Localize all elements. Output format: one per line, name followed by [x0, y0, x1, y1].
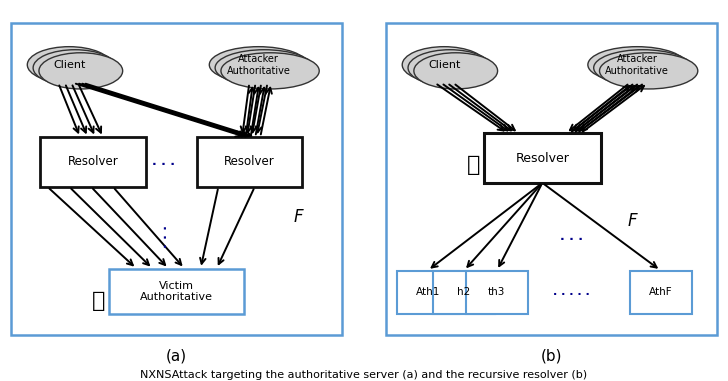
- Text: Attacker
Authoritative: Attacker Authoritative: [605, 54, 669, 75]
- Text: Resolver: Resolver: [68, 155, 118, 168]
- Bar: [386, 23, 717, 335]
- Text: Ath1: Ath1: [416, 287, 440, 298]
- Ellipse shape: [221, 53, 320, 89]
- Text: (a): (a): [166, 349, 187, 364]
- Text: F: F: [293, 208, 304, 226]
- Ellipse shape: [215, 50, 314, 86]
- Text: NXNSAttack targeting the authoritative server (a) and the recursive resolver (b): NXNSAttack targeting the authoritative s…: [141, 370, 587, 380]
- Bar: [11, 23, 342, 335]
- Ellipse shape: [414, 53, 498, 89]
- Text: Resolver: Resolver: [224, 155, 274, 168]
- Bar: [630, 271, 692, 314]
- Ellipse shape: [600, 53, 698, 89]
- Bar: [484, 133, 601, 183]
- Text: Attacker
Authoritative: Attacker Authoritative: [226, 54, 290, 75]
- Text: Resolver: Resolver: [515, 152, 569, 165]
- Text: F: F: [627, 212, 637, 230]
- Bar: [433, 271, 495, 314]
- Text: Victim
Authoritative: Victim Authoritative: [140, 281, 213, 302]
- Text: 🔥: 🔥: [92, 291, 106, 311]
- Ellipse shape: [33, 50, 117, 86]
- Text: th3: th3: [488, 287, 505, 298]
- Text: Client: Client: [53, 60, 85, 70]
- Bar: [466, 271, 528, 314]
- Ellipse shape: [402, 47, 486, 83]
- Bar: [397, 271, 459, 314]
- Ellipse shape: [210, 47, 307, 83]
- Ellipse shape: [588, 47, 686, 83]
- Ellipse shape: [39, 53, 122, 89]
- Ellipse shape: [28, 47, 111, 83]
- Text: (b): (b): [541, 349, 562, 364]
- Text: 🔥: 🔥: [467, 155, 480, 175]
- Text: . . . . .: . . . . .: [553, 287, 590, 298]
- Text: Client: Client: [428, 60, 460, 70]
- Ellipse shape: [594, 50, 692, 86]
- Bar: [40, 137, 146, 187]
- Ellipse shape: [408, 50, 492, 86]
- Text: . . .: . . .: [152, 155, 175, 168]
- Bar: [197, 137, 302, 187]
- Text: . . .: . . .: [157, 225, 170, 248]
- Text: h2: h2: [457, 287, 471, 298]
- Bar: [109, 269, 244, 314]
- Text: . . .: . . .: [560, 230, 583, 243]
- Text: AthF: AthF: [649, 287, 673, 298]
